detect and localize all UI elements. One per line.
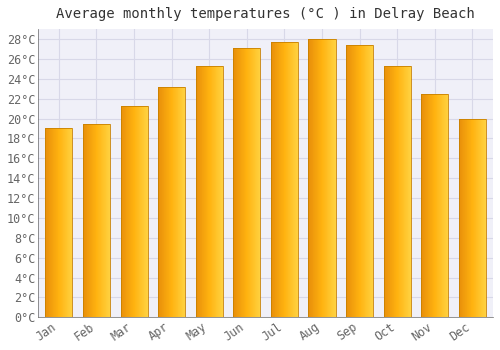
Bar <box>346 45 373 317</box>
Bar <box>196 66 223 317</box>
Bar <box>234 48 260 317</box>
Bar <box>46 128 72 317</box>
Bar <box>158 87 185 317</box>
Bar <box>384 66 410 317</box>
Bar <box>83 124 110 317</box>
Bar <box>308 39 336 317</box>
Bar <box>422 94 448 317</box>
Title: Average monthly temperatures (°C ) in Delray Beach: Average monthly temperatures (°C ) in De… <box>56 7 475 21</box>
Bar <box>459 119 486 317</box>
Bar <box>120 106 148 317</box>
Bar <box>271 42 298 317</box>
